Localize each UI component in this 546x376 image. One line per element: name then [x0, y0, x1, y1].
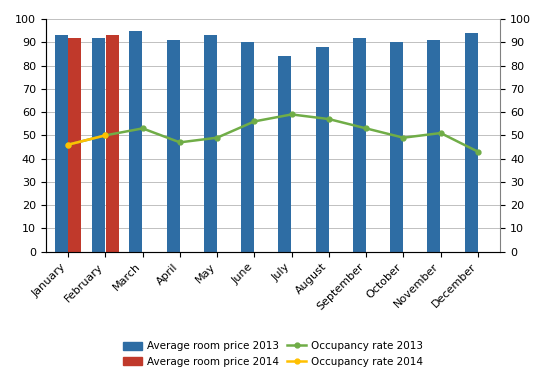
Occupancy rate 2013 [288, 112, 295, 117]
Bar [204, 35, 217, 252]
Occupancy rate 2013 [176, 140, 183, 145]
Occupancy rate 2013 [251, 119, 258, 124]
Occupancy rate 2014 [102, 133, 109, 138]
Occupancy rate 2013 [363, 126, 370, 130]
Bar [55, 35, 68, 252]
Bar [92, 38, 105, 252]
Occupancy rate 2013 [400, 135, 407, 140]
Legend: Average room price 2013, Average room price 2014, Occupancy rate 2013, Occupancy: Average room price 2013, Average room pr… [118, 337, 428, 371]
Bar [316, 47, 329, 252]
Occupancy rate 2013 [325, 117, 332, 121]
Bar [241, 42, 254, 252]
Bar [278, 56, 292, 252]
Bar [68, 38, 81, 252]
Line: Occupancy rate 2013: Occupancy rate 2013 [66, 112, 480, 154]
Occupancy rate 2013 [102, 133, 109, 138]
Bar [390, 42, 403, 252]
Occupancy rate 2013 [437, 131, 444, 135]
Line: Occupancy rate 2014: Occupancy rate 2014 [66, 133, 108, 147]
Occupancy rate 2013 [474, 149, 481, 154]
Bar [105, 35, 118, 252]
Occupancy rate 2013 [139, 126, 146, 130]
Bar [353, 38, 366, 252]
Bar [167, 40, 180, 252]
Bar [129, 30, 143, 252]
Occupancy rate 2013 [65, 143, 72, 147]
Bar [465, 33, 478, 252]
Bar [428, 40, 441, 252]
Occupancy rate 2014 [65, 143, 72, 147]
Occupancy rate 2013 [214, 135, 221, 140]
